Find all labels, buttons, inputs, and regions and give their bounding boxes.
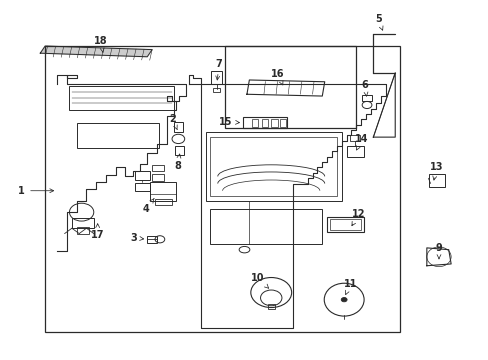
Bar <box>362 95 371 102</box>
Bar <box>135 183 149 191</box>
Text: 12: 12 <box>351 209 365 226</box>
Circle shape <box>341 297 346 302</box>
Text: 8: 8 <box>174 154 181 171</box>
Bar <box>428 174 444 187</box>
Bar <box>210 208 322 244</box>
Bar <box>346 146 363 157</box>
Bar <box>243 117 286 128</box>
Text: 7: 7 <box>215 59 222 80</box>
Bar <box>135 171 149 180</box>
Bar <box>211 71 222 84</box>
Text: 16: 16 <box>270 68 284 85</box>
Bar <box>152 174 164 181</box>
Text: 6: 6 <box>361 80 367 96</box>
Bar <box>154 199 171 205</box>
Bar <box>69 86 174 111</box>
Text: 3: 3 <box>130 233 143 243</box>
Bar <box>147 236 157 243</box>
Bar <box>261 119 267 127</box>
Text: 18: 18 <box>94 36 108 52</box>
Text: 2: 2 <box>169 114 177 130</box>
Bar <box>329 219 361 230</box>
Bar <box>279 119 285 127</box>
Polygon shape <box>40 46 152 57</box>
Text: 15: 15 <box>219 117 239 127</box>
Bar <box>175 146 184 155</box>
Text: 4: 4 <box>142 199 154 213</box>
Text: 13: 13 <box>429 162 443 180</box>
Bar <box>45 46 399 332</box>
Bar <box>210 137 336 196</box>
Text: 5: 5 <box>374 14 382 30</box>
Text: 10: 10 <box>251 273 268 288</box>
Bar <box>213 88 220 93</box>
Bar <box>326 217 363 232</box>
Bar <box>72 218 94 228</box>
Text: 17: 17 <box>91 224 104 240</box>
Bar <box>267 304 275 309</box>
Text: 11: 11 <box>343 279 357 294</box>
Bar <box>149 182 176 202</box>
Bar <box>174 122 183 132</box>
Bar <box>350 135 359 141</box>
Bar <box>205 132 341 202</box>
Bar <box>77 123 159 148</box>
Bar <box>271 119 277 127</box>
Text: 14: 14 <box>355 134 368 150</box>
Bar <box>251 119 258 127</box>
Bar <box>224 46 356 128</box>
Text: 9: 9 <box>435 243 442 259</box>
Bar <box>152 165 164 171</box>
Bar <box>77 227 89 234</box>
Text: 1: 1 <box>19 186 54 196</box>
